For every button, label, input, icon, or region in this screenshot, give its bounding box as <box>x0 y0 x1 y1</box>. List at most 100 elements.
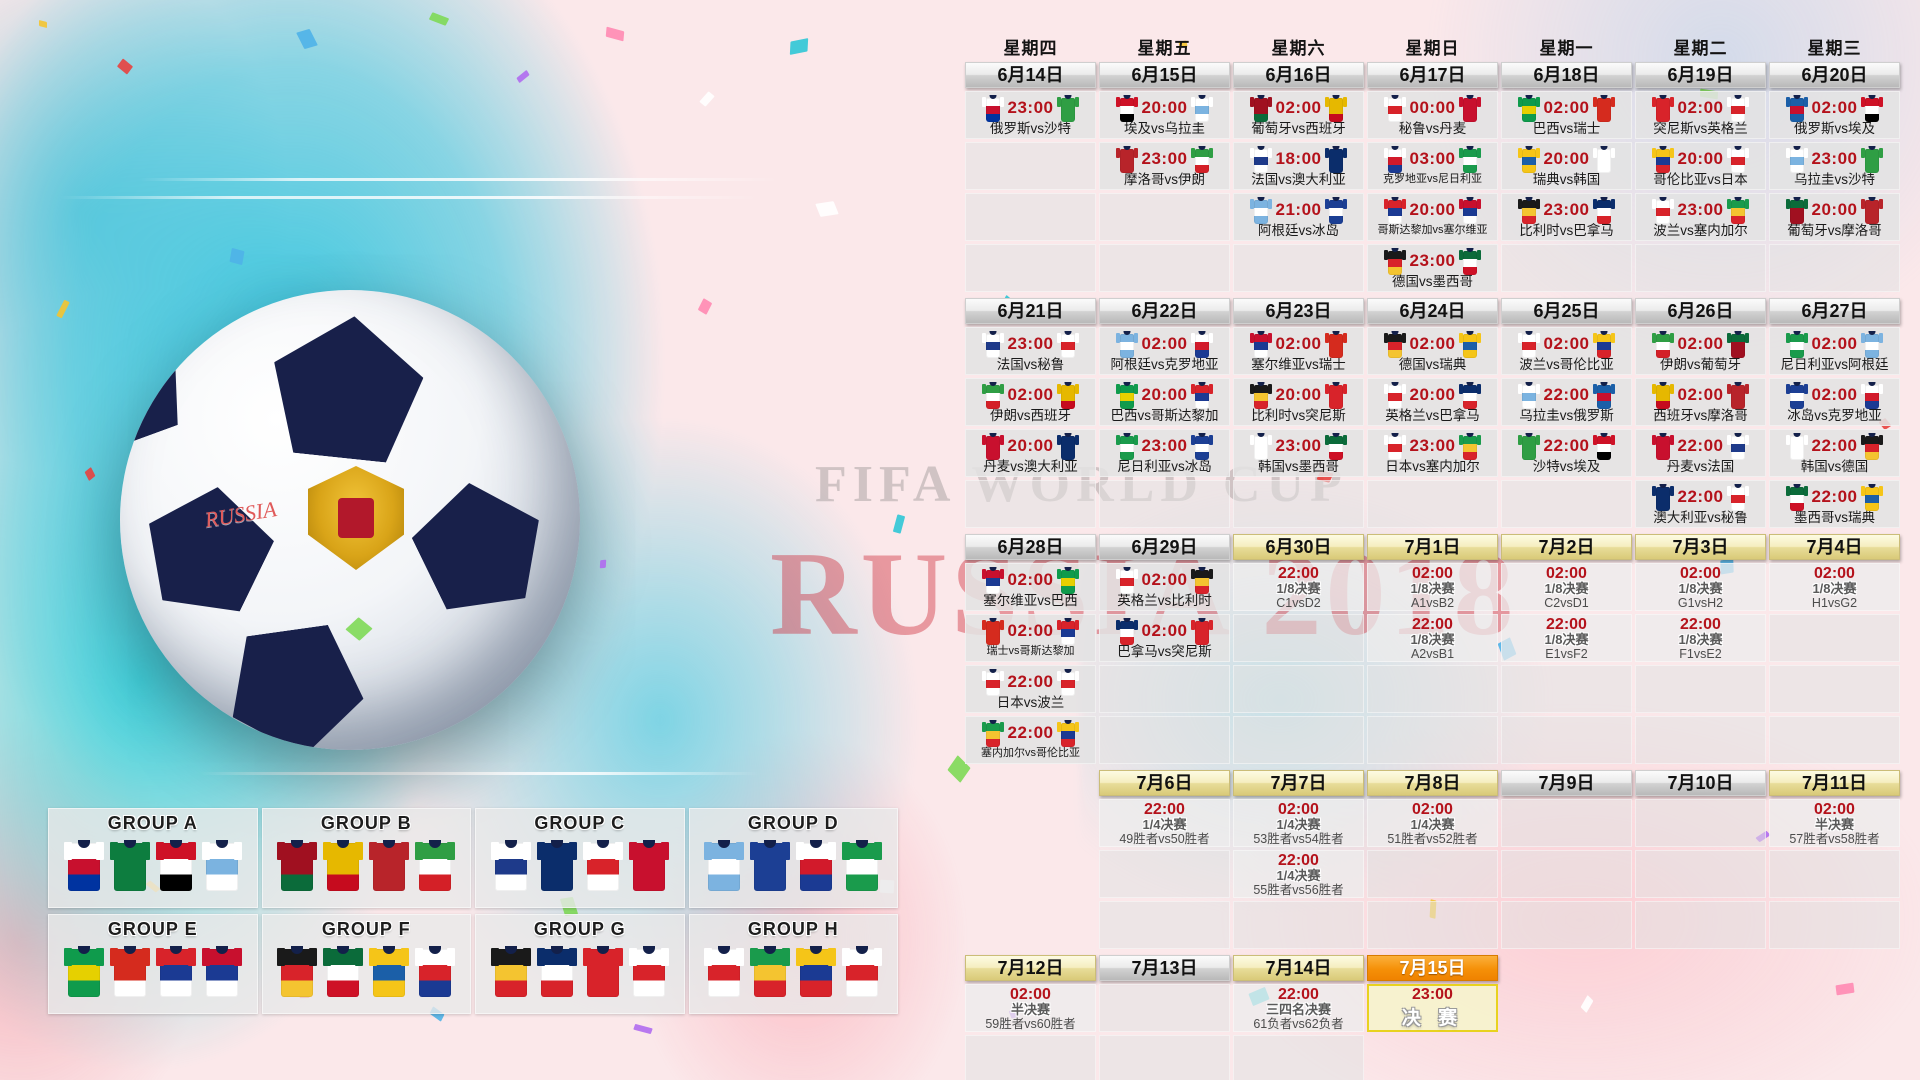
match-cell[interactable]: 22:00 韩国vs德国 <box>1769 429 1900 477</box>
match-cell[interactable]: 02:00 俄罗斯vs埃及 <box>1769 91 1900 139</box>
group-box-d[interactable]: GROUP D <box>688 808 898 908</box>
match-cell[interactable]: 02:00 瑞士vs哥斯达黎加 <box>965 614 1096 662</box>
match-cell[interactable]: 22:00 沙特vs埃及 <box>1501 429 1632 477</box>
date-header[interactable]: 7月15日 <box>1367 955 1498 981</box>
match-cell[interactable]: 02:00 塞尔维亚vs瑞士 <box>1233 327 1364 375</box>
knockout-match-cell[interactable]: 22:00 1/8决赛 C1vsD2 <box>1233 563 1364 611</box>
date-header[interactable]: 7月6日 <box>1099 770 1230 796</box>
match-cell[interactable]: 22:00 墨西哥vs瑞典 <box>1769 480 1900 528</box>
date-header[interactable]: 6月26日 <box>1635 298 1766 324</box>
knockout-match-cell[interactable]: 22:00 1/8决赛 F1vsE2 <box>1635 614 1766 662</box>
date-header[interactable]: 7月3日 <box>1635 534 1766 560</box>
date-header[interactable]: 6月17日 <box>1367 62 1498 88</box>
date-header[interactable]: 6月15日 <box>1099 62 1230 88</box>
match-cell[interactable]: 02:00 德国vs瑞典 <box>1367 327 1498 375</box>
match-cell[interactable]: 02:00 尼日利亚vs阿根廷 <box>1769 327 1900 375</box>
knockout-match-cell[interactable]: 02:00 1/8决赛 A1vsB2 <box>1367 563 1498 611</box>
knockout-match-cell[interactable]: 22:00 1/4决赛 49胜者vs50胜者 <box>1099 799 1230 847</box>
date-header[interactable]: 6月18日 <box>1501 62 1632 88</box>
date-header[interactable]: 7月13日 <box>1099 955 1230 981</box>
match-cell[interactable]: 23:00 比利时vs巴拿马 <box>1501 193 1632 241</box>
group-box-h[interactable]: GROUP H <box>688 914 898 1014</box>
match-cell[interactable]: 22:00 澳大利亚vs秘鲁 <box>1635 480 1766 528</box>
match-cell[interactable]: 20:00 哥伦比亚vs日本 <box>1635 142 1766 190</box>
match-cell[interactable]: 18:00 法国vs澳大利亚 <box>1233 142 1364 190</box>
knockout-match-cell[interactable]: 22:00 1/4决赛 55胜者vs56胜者 <box>1233 850 1364 898</box>
group-box-c[interactable]: GROUP C <box>475 808 685 908</box>
date-header[interactable]: 7月11日 <box>1769 770 1900 796</box>
match-cell[interactable]: 20:00 瑞典vs韩国 <box>1501 142 1632 190</box>
knockout-match-cell[interactable]: 02:00 半决赛 57胜者vs58胜者 <box>1769 799 1900 847</box>
date-header[interactable]: 7月1日 <box>1367 534 1498 560</box>
match-cell[interactable]: 20:00 巴西vs哥斯达黎加 <box>1099 378 1230 426</box>
match-cell[interactable]: 03:00 克罗地亚vs尼日利亚 <box>1367 142 1498 190</box>
date-header[interactable]: 6月21日 <box>965 298 1096 324</box>
date-header[interactable]: 6月29日 <box>1099 534 1230 560</box>
match-cell[interactable]: 02:00 阿根廷vs克罗地亚 <box>1099 327 1230 375</box>
group-box-f[interactable]: GROUP F <box>261 914 471 1014</box>
match-cell[interactable]: 22:00 乌拉圭vs俄罗斯 <box>1501 378 1632 426</box>
match-cell[interactable]: 02:00 葡萄牙vs西班牙 <box>1233 91 1364 139</box>
match-cell[interactable]: 02:00 英格兰vs比利时 <box>1099 563 1230 611</box>
match-cell[interactable]: 23:00 尼日利亚vs冰岛 <box>1099 429 1230 477</box>
date-header[interactable]: 6月20日 <box>1769 62 1900 88</box>
match-cell[interactable]: 23:00 俄罗斯vs沙特 <box>965 91 1096 139</box>
date-header[interactable]: 7月12日 <box>965 955 1096 981</box>
knockout-match-cell[interactable]: 02:00 1/8决赛 H1vsG2 <box>1769 563 1900 611</box>
group-box-e[interactable]: GROUP E <box>48 914 258 1014</box>
date-header[interactable]: 6月22日 <box>1099 298 1230 324</box>
group-box-b[interactable]: GROUP B <box>261 808 471 908</box>
date-header[interactable]: 6月16日 <box>1233 62 1364 88</box>
knockout-match-cell[interactable]: 22:00 1/8决赛 E1vsF2 <box>1501 614 1632 662</box>
match-cell[interactable]: 20:00 埃及vs乌拉圭 <box>1099 91 1230 139</box>
date-header[interactable]: 6月28日 <box>965 534 1096 560</box>
match-cell[interactable]: 02:00 波兰vs哥伦比亚 <box>1501 327 1632 375</box>
match-cell[interactable]: 23:00 德国vs墨西哥 <box>1367 244 1498 292</box>
match-cell[interactable]: 23:00 波兰vs塞内加尔 <box>1635 193 1766 241</box>
match-cell[interactable]: 20:00 比利时vs突尼斯 <box>1233 378 1364 426</box>
match-cell[interactable]: 02:00 巴拿马vs突尼斯 <box>1099 614 1230 662</box>
match-cell[interactable]: 02:00 伊朗vs葡萄牙 <box>1635 327 1766 375</box>
match-cell[interactable]: 23:00 乌拉圭vs沙特 <box>1769 142 1900 190</box>
match-cell[interactable]: 23:00 法国vs秘鲁 <box>965 327 1096 375</box>
knockout-match-cell[interactable]: 22:00 1/8决赛 A2vsB1 <box>1367 614 1498 662</box>
match-cell[interactable]: 21:00 阿根廷vs冰岛 <box>1233 193 1364 241</box>
match-cell[interactable]: 02:00 塞尔维亚vs巴西 <box>965 563 1096 611</box>
knockout-match-cell[interactable]: 02:00 1/4决赛 53胜者vs54胜者 <box>1233 799 1364 847</box>
match-cell[interactable]: 23:00 摩洛哥vs伊朗 <box>1099 142 1230 190</box>
match-cell[interactable]: 20:00 葡萄牙vs摩洛哥 <box>1769 193 1900 241</box>
match-cell[interactable]: 02:00 西班牙vs摩洛哥 <box>1635 378 1766 426</box>
knockout-match-cell[interactable]: 22:00 三四名决赛 61负者vs62负者 <box>1233 984 1364 1032</box>
date-header[interactable]: 6月23日 <box>1233 298 1364 324</box>
date-header[interactable]: 6月24日 <box>1367 298 1498 324</box>
final-match-cell[interactable]: 23:00 决 赛 <box>1367 984 1498 1032</box>
match-cell[interactable]: 22:00 丹麦vs法国 <box>1635 429 1766 477</box>
date-header[interactable]: 6月25日 <box>1501 298 1632 324</box>
match-cell[interactable]: 02:00 冰岛vs克罗地亚 <box>1769 378 1900 426</box>
match-cell[interactable]: 00:00 秘鲁vs丹麦 <box>1367 91 1498 139</box>
date-header[interactable]: 7月10日 <box>1635 770 1766 796</box>
date-header[interactable]: 6月30日 <box>1233 534 1364 560</box>
date-header[interactable]: 6月19日 <box>1635 62 1766 88</box>
match-cell[interactable]: 23:00 韩国vs墨西哥 <box>1233 429 1364 477</box>
knockout-match-cell[interactable]: 02:00 半决赛 59胜者vs60胜者 <box>965 984 1096 1032</box>
knockout-match-cell[interactable]: 02:00 1/8决赛 G1vsH2 <box>1635 563 1766 611</box>
date-header[interactable]: 6月14日 <box>965 62 1096 88</box>
date-header[interactable]: 6月27日 <box>1769 298 1900 324</box>
match-cell[interactable]: 20:00 英格兰vs巴拿马 <box>1367 378 1498 426</box>
knockout-match-cell[interactable]: 02:00 1/4决赛 51胜者vs52胜者 <box>1367 799 1498 847</box>
match-cell[interactable]: 20:00 哥斯达黎加vs塞尔维亚 <box>1367 193 1498 241</box>
match-cell[interactable]: 23:00 日本vs塞内加尔 <box>1367 429 1498 477</box>
date-header[interactable]: 7月8日 <box>1367 770 1498 796</box>
match-cell[interactable]: 02:00 突尼斯vs英格兰 <box>1635 91 1766 139</box>
knockout-match-cell[interactable]: 02:00 1/8决赛 C2vsD1 <box>1501 563 1632 611</box>
group-box-g[interactable]: GROUP G <box>475 914 685 1014</box>
date-header[interactable]: 7月9日 <box>1501 770 1632 796</box>
date-header[interactable]: 7月4日 <box>1769 534 1900 560</box>
date-header[interactable]: 7月7日 <box>1233 770 1364 796</box>
date-header[interactable]: 7月2日 <box>1501 534 1632 560</box>
match-cell[interactable]: 02:00 伊朗vs西班牙 <box>965 378 1096 426</box>
match-cell[interactable]: 22:00 塞内加尔vs哥伦比亚 <box>965 716 1096 764</box>
group-box-a[interactable]: GROUP A <box>48 808 258 908</box>
match-cell[interactable]: 22:00 日本vs波兰 <box>965 665 1096 713</box>
